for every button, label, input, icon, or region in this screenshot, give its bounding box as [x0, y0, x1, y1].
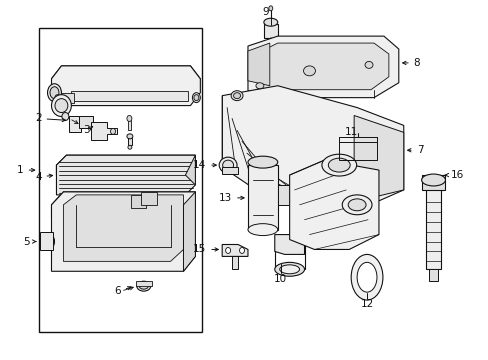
Polygon shape	[51, 192, 195, 218]
Text: 16: 16	[444, 170, 463, 180]
Ellipse shape	[127, 116, 132, 121]
Ellipse shape	[41, 233, 54, 251]
Polygon shape	[61, 93, 74, 103]
Text: 4: 4	[35, 172, 53, 182]
Polygon shape	[247, 43, 269, 86]
Polygon shape	[257, 43, 388, 90]
Ellipse shape	[421, 174, 445, 186]
Polygon shape	[128, 121, 131, 130]
Ellipse shape	[268, 6, 272, 11]
Polygon shape	[421, 175, 445, 190]
Ellipse shape	[274, 262, 304, 276]
Polygon shape	[136, 281, 151, 286]
Ellipse shape	[255, 83, 264, 89]
Text: 7: 7	[407, 145, 423, 155]
Ellipse shape	[365, 62, 372, 68]
Ellipse shape	[127, 134, 133, 139]
Text: 15: 15	[193, 244, 218, 255]
Ellipse shape	[50, 87, 59, 99]
Polygon shape	[264, 24, 277, 38]
Text: 12: 12	[360, 299, 373, 309]
Polygon shape	[79, 117, 93, 129]
Polygon shape	[289, 160, 378, 249]
Polygon shape	[71, 91, 188, 100]
Ellipse shape	[110, 129, 115, 134]
Polygon shape	[91, 122, 117, 140]
Polygon shape	[39, 28, 202, 332]
Polygon shape	[222, 86, 403, 212]
Ellipse shape	[222, 160, 233, 170]
Polygon shape	[40, 231, 53, 251]
Polygon shape	[76, 71, 185, 86]
Polygon shape	[425, 180, 441, 269]
Ellipse shape	[55, 95, 60, 100]
Polygon shape	[56, 155, 195, 175]
Polygon shape	[56, 155, 195, 195]
Ellipse shape	[55, 99, 68, 113]
Polygon shape	[183, 192, 195, 271]
Polygon shape	[277, 185, 289, 205]
Ellipse shape	[342, 195, 371, 215]
Polygon shape	[353, 116, 403, 202]
Ellipse shape	[219, 157, 237, 173]
Ellipse shape	[347, 199, 366, 211]
Ellipse shape	[47, 84, 61, 102]
Text: 2: 2	[35, 113, 65, 123]
Ellipse shape	[239, 247, 244, 253]
Polygon shape	[427, 269, 438, 281]
Polygon shape	[232, 256, 238, 269]
Text: 1: 1	[17, 165, 35, 175]
Polygon shape	[222, 167, 238, 174]
Polygon shape	[51, 66, 200, 105]
Polygon shape	[222, 244, 247, 256]
Ellipse shape	[247, 224, 277, 235]
Text: 8: 8	[402, 58, 420, 68]
Ellipse shape	[233, 93, 240, 99]
Text: 5: 5	[23, 237, 36, 247]
Ellipse shape	[51, 95, 71, 117]
Ellipse shape	[264, 18, 277, 26]
Ellipse shape	[192, 93, 200, 103]
Polygon shape	[63, 195, 183, 261]
Polygon shape	[247, 165, 277, 230]
Polygon shape	[247, 36, 398, 98]
Polygon shape	[141, 192, 156, 205]
Ellipse shape	[231, 91, 243, 100]
Text: 13: 13	[219, 193, 244, 203]
Ellipse shape	[327, 158, 349, 172]
Polygon shape	[185, 155, 195, 185]
Text: 14: 14	[193, 160, 216, 170]
Ellipse shape	[128, 145, 132, 149]
Ellipse shape	[321, 154, 356, 176]
Ellipse shape	[247, 156, 277, 168]
Text: 3: 3	[83, 125, 93, 135]
Polygon shape	[51, 192, 195, 271]
Ellipse shape	[279, 265, 299, 274]
Polygon shape	[128, 138, 132, 145]
Ellipse shape	[137, 281, 150, 291]
Ellipse shape	[303, 66, 315, 76]
Ellipse shape	[350, 255, 382, 300]
Text: 10: 10	[274, 274, 286, 284]
Polygon shape	[69, 117, 81, 132]
Text: 9: 9	[263, 7, 269, 17]
Ellipse shape	[62, 113, 69, 121]
Polygon shape	[274, 235, 304, 255]
Ellipse shape	[225, 247, 230, 253]
Ellipse shape	[43, 237, 51, 247]
Ellipse shape	[139, 283, 148, 289]
Ellipse shape	[194, 95, 199, 100]
Polygon shape	[131, 195, 145, 208]
Text: 11: 11	[344, 127, 357, 138]
Ellipse shape	[356, 262, 376, 292]
Text: 6: 6	[114, 286, 131, 296]
Polygon shape	[51, 66, 200, 91]
